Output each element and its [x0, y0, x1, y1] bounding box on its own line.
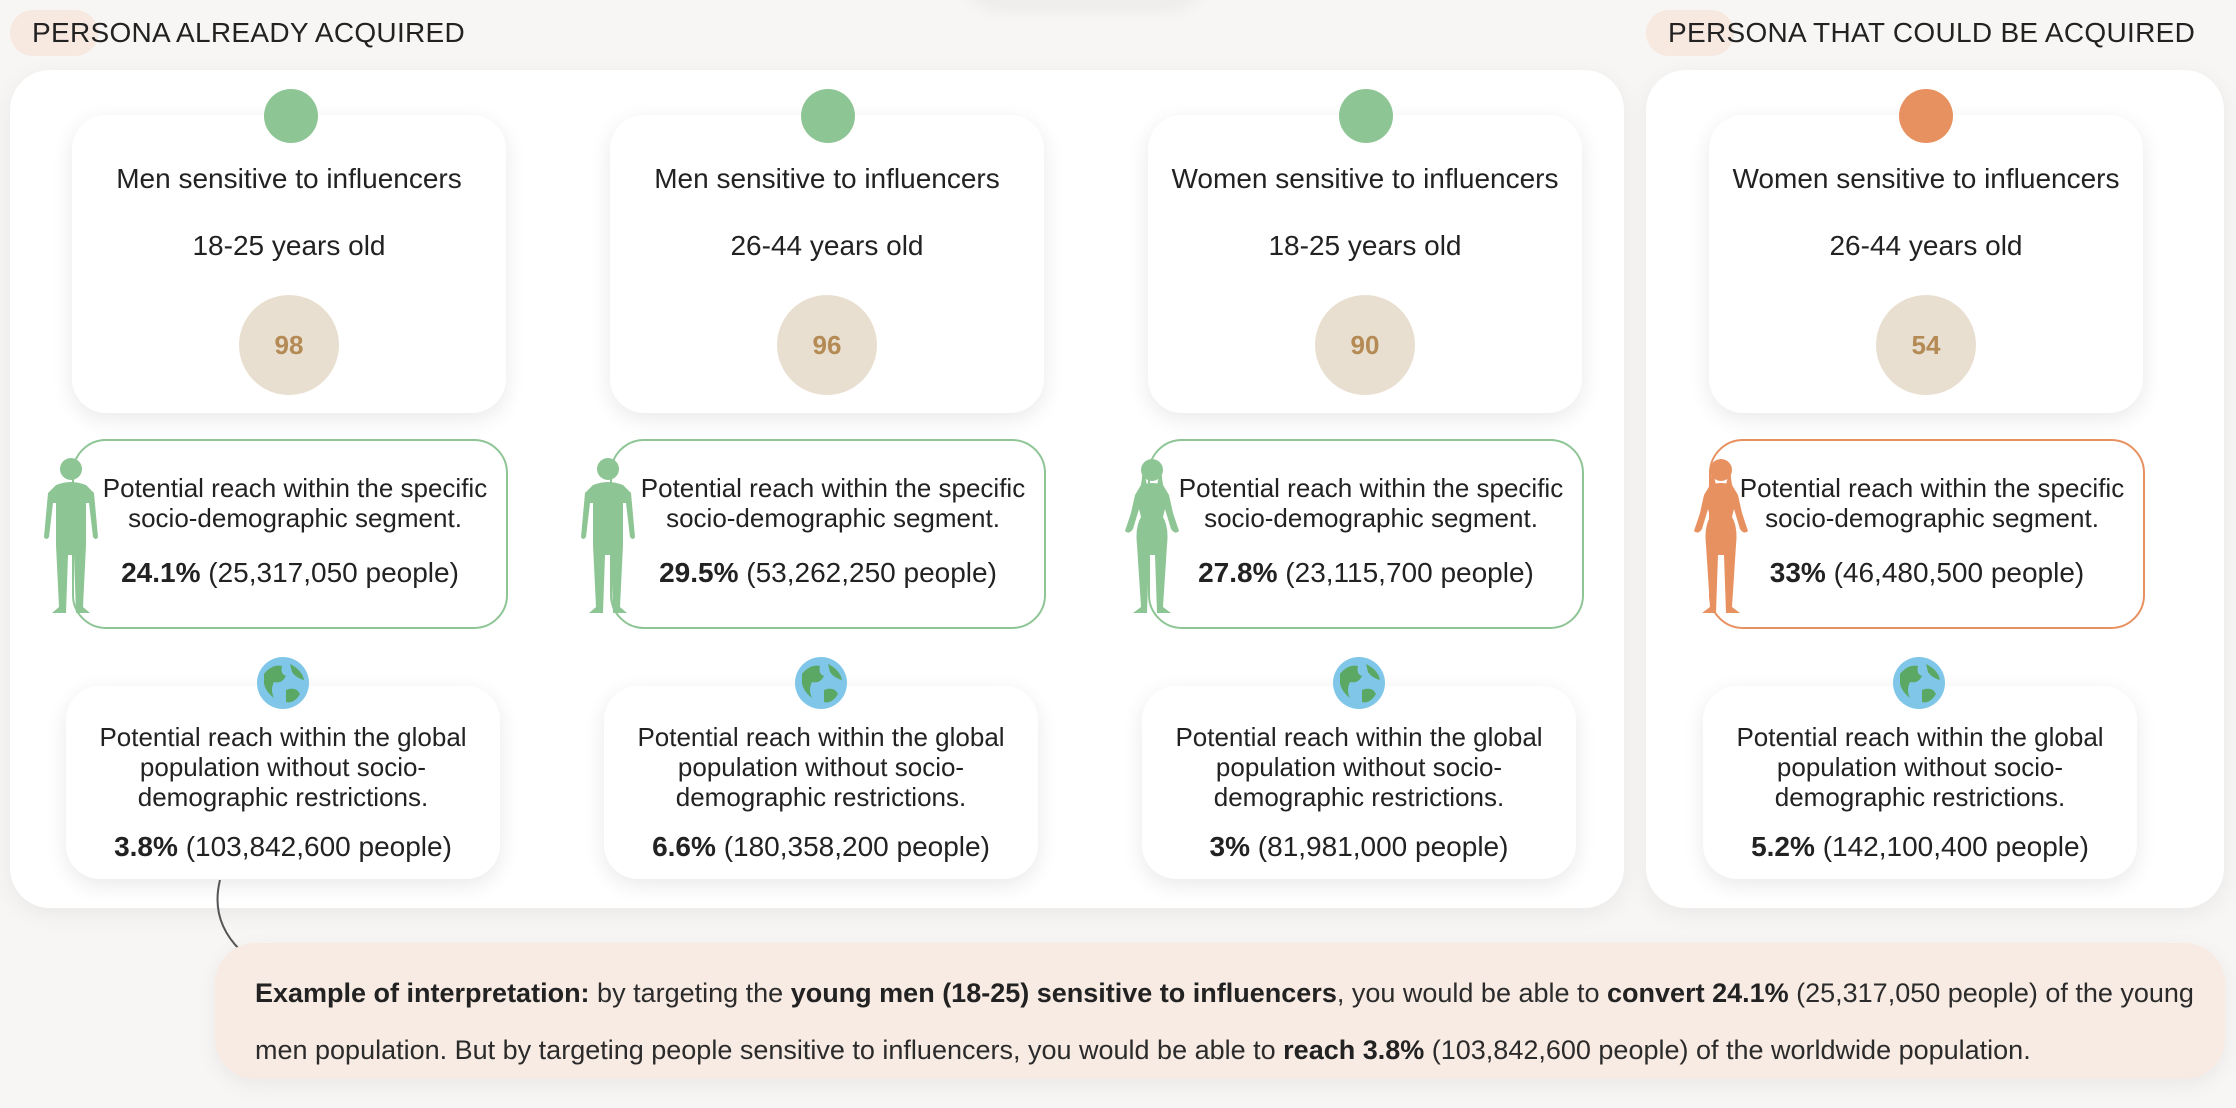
interpretation-example-box: Example of interpretation: by targeting …	[215, 943, 2225, 1079]
segment-reach-stat: 33% (46,480,500 people)	[1769, 557, 2085, 588]
segment-reach-description: Potential reach within the specific soci…	[640, 473, 1026, 533]
persona-card: Men sensitive to influencers 18-25 years…	[72, 115, 506, 413]
global-reach-description: Potential reach within the global popula…	[99, 722, 467, 812]
persona-title: Men sensitive to influencers	[654, 163, 1000, 194]
global-reach-card: Potential reach within the global popula…	[1703, 686, 2137, 879]
segment-reach-stat: 24.1% (25,317,050 people)	[121, 557, 459, 588]
global-reach-card: Potential reach within the global popula…	[1142, 686, 1576, 879]
woman-silhouette-icon	[1125, 459, 1179, 613]
segment-reach-card: Potential reach within the specific soci…	[610, 439, 1046, 629]
segment-reach-description: Potential reach within the specific soci…	[1739, 473, 2125, 533]
persona-title: Women sensitive to influencers	[1732, 163, 2120, 194]
segment-reach-description: Potential reach within the specific soci…	[1178, 473, 1564, 533]
persona-score-badge: 98	[239, 295, 339, 395]
woman-silhouette-icon	[1694, 459, 1748, 613]
globe-icon	[1333, 657, 1385, 709]
global-reach-description: Potential reach within the global popula…	[1736, 722, 2104, 812]
segment-reach-card: Potential reach within the specific soci…	[1709, 439, 2145, 629]
global-reach-card: Potential reach within the global popula…	[604, 686, 1038, 879]
persona-age: 26-44 years old	[730, 230, 924, 261]
persona-title: Men sensitive to influencers	[116, 163, 462, 194]
global-reach-stat: 3.8% (103,842,600 people)	[114, 831, 452, 862]
status-dot	[801, 89, 855, 143]
status-dot	[264, 89, 318, 143]
segment-reach-stat: 27.8% (23,115,700 people)	[1198, 557, 1534, 588]
global-reach-description: Potential reach within the global popula…	[1175, 722, 1543, 812]
global-reach-description: Potential reach within the global popula…	[637, 722, 1005, 812]
persona-score-badge: 90	[1315, 295, 1415, 395]
man-silhouette-icon	[44, 458, 98, 613]
section-label-pill	[10, 10, 98, 56]
globe-icon	[1893, 657, 1945, 709]
segment-reach-card: Potential reach within the specific soci…	[72, 439, 508, 629]
persona-age: 26-44 years old	[1829, 230, 2023, 261]
persona-score-badge: 54	[1876, 295, 1976, 395]
top-decorative-blob	[960, 0, 1210, 4]
global-reach-stat: 5.2% (142,100,400 people)	[1751, 831, 2089, 862]
segment-reach-description: Potential reach within the specific soci…	[102, 473, 488, 533]
persona-age: 18-25 years old	[192, 230, 386, 261]
segment-reach-card: Potential reach within the specific soci…	[1148, 439, 1584, 629]
global-reach-stat: 3% (81,981,000 people)	[1209, 831, 1509, 862]
persona-age: 18-25 years old	[1268, 230, 1462, 261]
man-silhouette-icon	[581, 458, 635, 613]
persona-card: Women sensitive to influencers 26-44 yea…	[1709, 115, 2143, 413]
section-label-potential: PERSONA THAT COULD BE ACQUIRED	[1646, 10, 2195, 56]
persona-card: Women sensitive to influencers 18-25 yea…	[1148, 115, 1582, 413]
section-label-pill	[1646, 10, 1734, 56]
connector-line	[216, 880, 241, 951]
global-reach-stat: 6.6% (180,358,200 people)	[652, 831, 990, 862]
status-dot	[1339, 89, 1393, 143]
segment-reach-stat: 29.5% (53,262,250 people)	[659, 557, 997, 588]
global-reach-card: Potential reach within the global popula…	[66, 686, 500, 879]
interpretation-example-text: Example of interpretation: by targeting …	[255, 978, 2194, 1065]
status-dot	[1899, 89, 1953, 143]
persona-score-badge: 96	[777, 295, 877, 395]
persona-card: Men sensitive to influencers 26-44 years…	[610, 115, 1044, 413]
globe-icon	[257, 657, 309, 709]
section-label-acquired: PERSONA ALREADY ACQUIRED	[10, 10, 465, 56]
persona-title: Women sensitive to influencers	[1171, 163, 1559, 194]
globe-icon	[795, 657, 847, 709]
